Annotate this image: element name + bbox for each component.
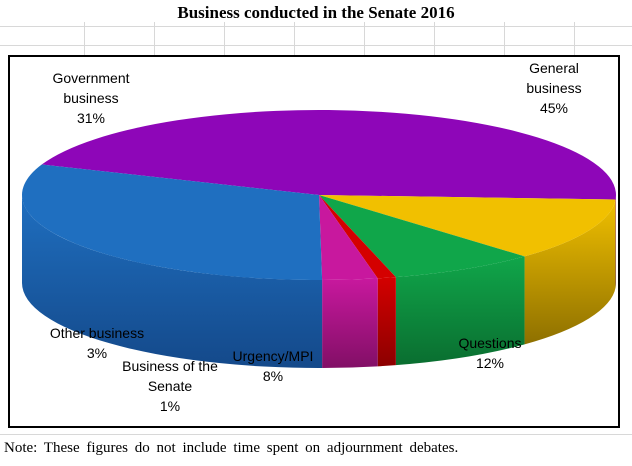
pie-slice bbox=[319, 195, 525, 278]
pie-slice-side bbox=[322, 278, 378, 368]
label-name-line: Questions bbox=[458, 335, 522, 351]
label-name-line: Business of the bbox=[122, 358, 218, 374]
pie-slice-side bbox=[524, 199, 616, 345]
pie-slice-side bbox=[395, 256, 525, 366]
pie-slice bbox=[41, 110, 616, 200]
label-questions: Questions 12% bbox=[440, 333, 540, 373]
label-other-business: Other business 3% bbox=[40, 323, 154, 363]
label-value: 45% bbox=[539, 100, 569, 116]
label-name-line: business bbox=[63, 90, 119, 106]
label-value: 8% bbox=[262, 368, 284, 384]
pie-slice-side bbox=[377, 277, 396, 367]
label-name-line: General bbox=[529, 60, 579, 76]
label-government-business: Government business 31% bbox=[36, 68, 146, 128]
label-name-line: Senate bbox=[147, 378, 193, 394]
label-business-of-the-senate: Business of the Senate 1% bbox=[110, 356, 230, 416]
label-value: 31% bbox=[76, 110, 106, 126]
label-name-line: Other business bbox=[49, 325, 145, 341]
label-name-line: Urgency/MPI bbox=[232, 348, 314, 364]
label-value: 12% bbox=[475, 355, 505, 371]
label-value: 1% bbox=[159, 398, 181, 414]
label-general-business: General business 45% bbox=[502, 58, 606, 118]
pie-slice bbox=[21, 164, 323, 280]
chart-title: Business conducted in the Senate 2016 bbox=[177, 3, 455, 22]
pie-slice bbox=[319, 195, 616, 257]
pie-slice-side bbox=[22, 195, 323, 368]
footnote: Note: These figures do not include time … bbox=[4, 440, 459, 456]
label-name-line: business bbox=[526, 80, 582, 96]
pie-slice bbox=[319, 195, 378, 280]
label-name-line: Government bbox=[52, 70, 130, 86]
label-urgency-mpi: Urgency/MPI 8% bbox=[218, 346, 328, 386]
label-value: 3% bbox=[86, 345, 108, 361]
pie-slice bbox=[319, 195, 396, 279]
